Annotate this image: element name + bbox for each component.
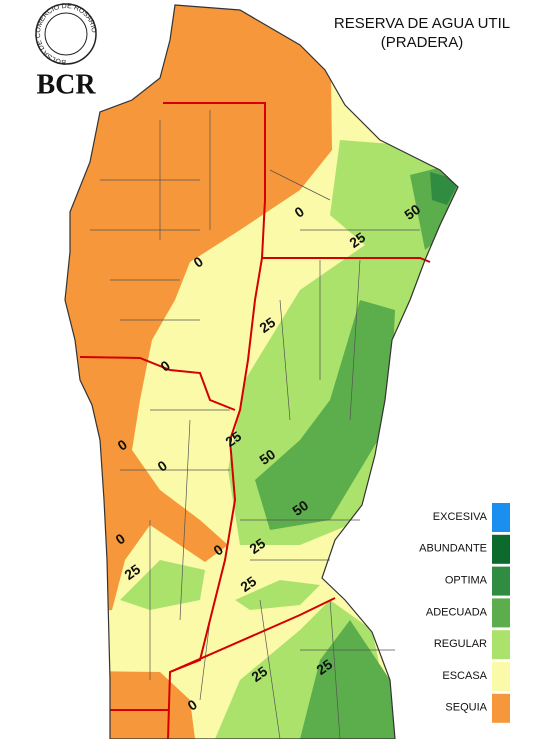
legend-label: SEQUIA <box>445 702 487 714</box>
legend-label: OPTIMA <box>445 575 488 587</box>
legend-swatch <box>492 662 510 691</box>
legend-label: ABUNDANTE <box>419 543 487 555</box>
province-lines <box>79 102 431 740</box>
legend-swatch <box>492 503 510 532</box>
legend-label: ESCASA <box>442 670 487 682</box>
legend-swatch <box>492 598 510 628</box>
map-title: RESERVA DE AGUA UTIL <box>334 15 510 32</box>
legend-swatch <box>492 566 510 596</box>
logo: BOLSA DE COMERCIO DE ROSARIO BCR <box>35 3 97 101</box>
legend-label: ADECUADA <box>426 606 488 618</box>
legend-swatch <box>492 693 510 723</box>
county-lines <box>90 110 420 740</box>
legend-swatch <box>492 630 510 660</box>
logo-text: BCR <box>36 69 96 100</box>
legend-swatch <box>492 534 510 564</box>
legend: EXCESIVA ABUNDANTE OPTIMA ADECUADA REGULAR ES… <box>419 503 510 723</box>
legend-label: REGULAR <box>434 638 487 650</box>
legend-label: EXCESIVA <box>433 511 488 523</box>
map-subtitle: (PRADERA) <box>381 34 464 51</box>
